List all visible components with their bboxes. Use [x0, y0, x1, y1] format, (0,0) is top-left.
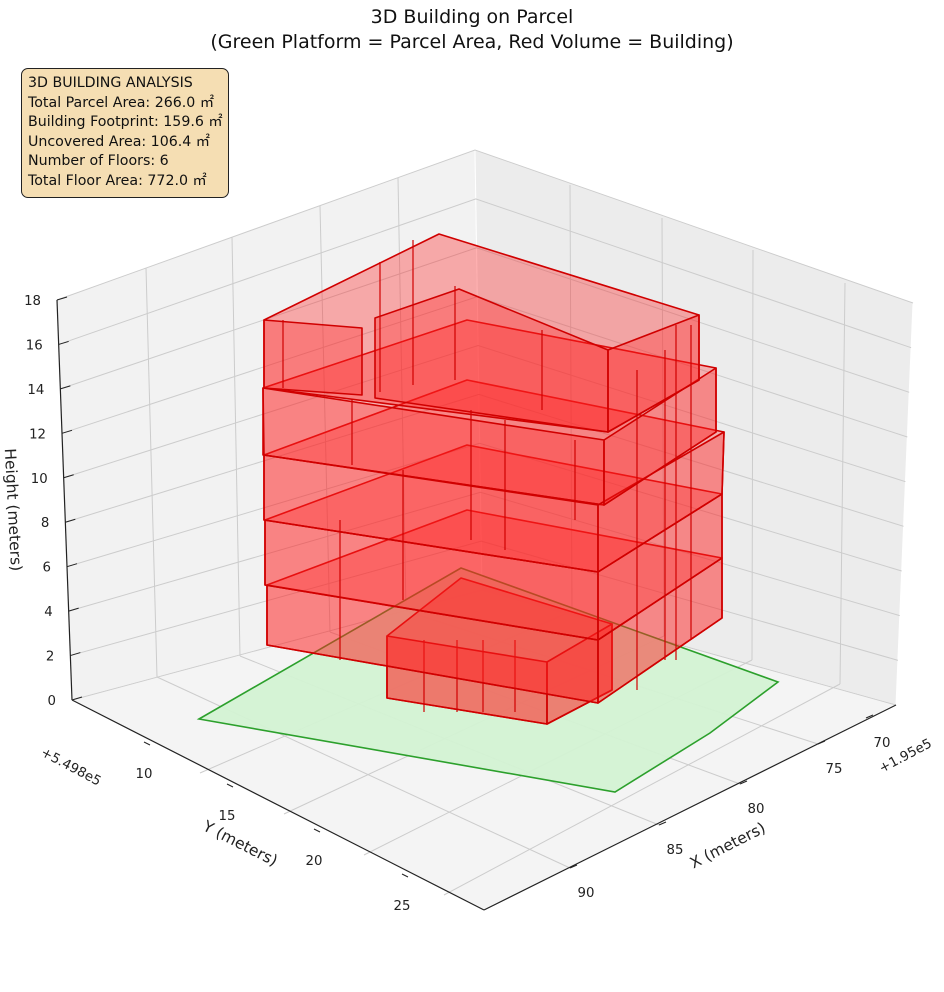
z-axis-line	[56, 299, 73, 701]
building-face	[597, 431, 725, 573]
info-line-parcel-area: Total Parcel Area: 266.0 ㎡	[28, 94, 215, 111]
z-gridline	[56, 149, 914, 304]
z-axis-label: Height (meters)	[1, 448, 25, 572]
x-tick-label: 70	[874, 736, 891, 751]
x-gridline	[661, 217, 665, 637]
y-gridline	[145, 267, 158, 678]
x-gridline	[839, 282, 846, 685]
x-gridline	[751, 249, 754, 661]
z-tick	[56, 296, 68, 301]
z-tick-label: 18	[24, 294, 41, 309]
z-gridline	[68, 491, 900, 617]
x-tick	[739, 780, 748, 785]
z-gridline	[63, 345, 906, 483]
info-line-floor-area: Total Floor Area: 772.0 ㎡	[28, 172, 207, 189]
y-tick	[143, 741, 151, 746]
x-tick-label: 90	[578, 886, 595, 901]
x-tick	[569, 864, 578, 869]
x-gridline	[569, 184, 573, 612]
building-volume	[262, 233, 725, 725]
z-tick	[63, 474, 74, 479]
x-tick	[658, 821, 667, 826]
z-tick	[68, 607, 79, 612]
parcel-platform	[196, 567, 780, 793]
y-gridline	[231, 236, 241, 657]
building-face	[263, 319, 363, 396]
building-analysis-box: 3D BUILDING ANALYSIS Total Parcel Area: …	[21, 68, 229, 198]
z-tick-label: 0	[48, 694, 56, 709]
floor-gridline	[443, 683, 841, 896]
z-tick-label: 14	[27, 383, 44, 398]
z-gridline	[65, 393, 904, 527]
x-axis-label: X (meters)	[687, 819, 769, 872]
x-tick-label: 80	[748, 802, 765, 817]
z-gridline	[66, 442, 902, 572]
x-tick-label: 85	[667, 843, 684, 858]
z-gridline	[58, 198, 912, 349]
info-line-footprint: Building Footprint: 159.6 ㎡	[28, 114, 223, 131]
x-tick	[817, 740, 826, 745]
z-tick	[71, 696, 83, 701]
z-tick-label: 6	[43, 561, 51, 576]
z-tick	[61, 429, 73, 434]
z-tick	[66, 563, 78, 568]
z-gridline	[60, 247, 910, 393]
x-tick	[865, 714, 874, 719]
y-tick	[401, 873, 409, 878]
info-line-uncovered: Uncovered Area: 106.4 ㎡	[28, 133, 210, 150]
axis-ticks: 0 2 4 6 8 10 12 14 16 18 10 15 20 25 70 75 80 85 90	[24, 294, 890, 914]
z-tick-label: 12	[29, 427, 46, 442]
y-tick-label: 25	[394, 899, 411, 914]
info-heading: 3D BUILDING ANALYSIS	[28, 75, 193, 91]
y-gridline	[397, 177, 407, 612]
y-tick	[226, 783, 234, 788]
z-tick-label: 2	[46, 650, 54, 665]
chart-title-line1: 3D Building on Parcel	[370, 6, 574, 28]
y-tick-label: 20	[306, 854, 323, 869]
z-tick	[58, 340, 69, 345]
z-tick-label: 8	[41, 516, 49, 531]
info-line-floors: Number of Floors: 6	[28, 153, 169, 170]
y-gridline	[319, 205, 331, 633]
z-gridline	[70, 540, 899, 661]
building-face	[546, 623, 613, 725]
y-axis-label: Y (meters)	[199, 817, 280, 870]
y-tick-label: 10	[136, 767, 153, 782]
chart-title-line2: (Green Platform = Parcel Area, Red Volum…	[210, 31, 734, 53]
z-tick	[65, 518, 76, 523]
y-axis-line	[71, 699, 485, 911]
z-tick-label: 4	[44, 605, 52, 620]
y-offset-label: +5.498e5	[38, 745, 103, 789]
y-tick-label: 15	[219, 809, 236, 824]
x-axis-line	[483, 704, 897, 911]
z-tick-label: 10	[31, 472, 48, 487]
z-tick	[60, 385, 71, 390]
z-tick	[70, 652, 81, 657]
y-tick	[313, 828, 321, 833]
x-tick-label: 75	[826, 762, 843, 777]
z-tick-label: 16	[26, 338, 43, 353]
